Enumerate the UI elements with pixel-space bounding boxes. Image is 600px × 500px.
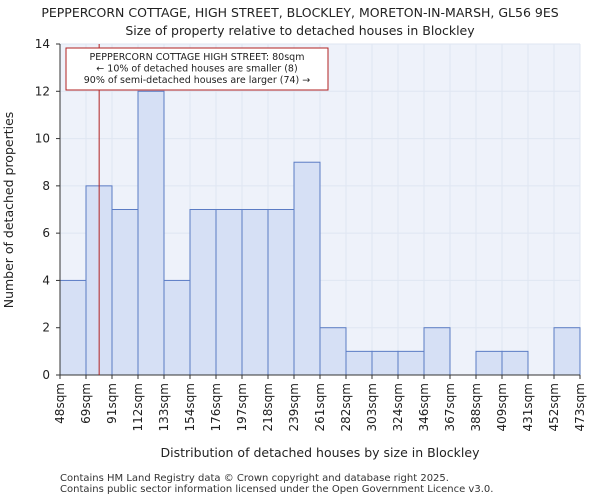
annotation-box (65, 47, 329, 91)
y-tick-label: 10 (35, 132, 50, 146)
bar (163, 279, 191, 376)
bar (111, 209, 139, 376)
bar (371, 350, 399, 376)
x-tick-label: 176sqm (209, 383, 223, 431)
bar (345, 350, 373, 376)
y-tick-label: 4 (42, 273, 50, 287)
y-tick-label: 8 (42, 179, 50, 193)
bar (241, 209, 269, 376)
y-axis-label: Number of detached properties (1, 112, 16, 309)
y-tick-label: 0 (42, 368, 50, 382)
bar (293, 161, 321, 376)
x-tick-label: 282sqm (339, 383, 353, 431)
x-tick-label: 112sqm (131, 383, 145, 431)
x-tick-label: 324sqm (391, 383, 405, 431)
x-axis-label: Distribution of detached houses by size … (161, 445, 481, 460)
y-tick-label: 12 (35, 84, 50, 98)
annotation-line: PEPPERCORN COTTAGE HIGH STREET: 80sqm (90, 52, 305, 63)
bar (319, 327, 347, 376)
bar (475, 350, 503, 376)
x-tick-label: 473sqm (573, 383, 587, 431)
bar (423, 327, 451, 376)
bar (59, 279, 87, 376)
bar (215, 209, 243, 376)
x-tick-label: 133sqm (157, 383, 171, 431)
y-tick-label: 2 (42, 321, 50, 335)
annotation-line: ← 10% of detached houses are smaller (8) (96, 64, 297, 75)
bar (397, 350, 425, 376)
bar (267, 209, 295, 376)
x-tick-label: 346sqm (417, 383, 431, 431)
annotation-line: 90% of semi-detached houses are larger (… (84, 75, 311, 86)
footer-line-1: Contains HM Land Registry data © Crown c… (60, 473, 449, 484)
x-tick-label: 388sqm (469, 383, 483, 431)
chart-subtitle: Size of property relative to detached ho… (125, 23, 475, 38)
x-tick-label: 48sqm (53, 383, 67, 424)
x-tick-label: 154sqm (183, 383, 197, 431)
x-tick-label: 239sqm (287, 383, 301, 431)
y-tick-label: 6 (42, 226, 50, 240)
x-tick-label: 218sqm (261, 383, 275, 431)
footer-line-2: Contains public sector information licen… (60, 484, 494, 495)
x-tick-label: 409sqm (495, 383, 509, 431)
x-tick-label: 367sqm (443, 383, 457, 431)
x-tick-label: 452sqm (547, 383, 561, 431)
x-tick-label: 69sqm (79, 383, 93, 424)
y-tick-label: 14 (35, 37, 50, 51)
x-tick-label: 261sqm (313, 383, 327, 431)
chart-title: PEPPERCORN COTTAGE, HIGH STREET, BLOCKLE… (41, 5, 558, 20)
x-tick-label: 91sqm (105, 383, 119, 424)
x-tick-label: 431sqm (521, 383, 535, 431)
bar (189, 209, 217, 376)
x-tick-label: 303sqm (365, 383, 379, 431)
plot-area: 0 2 4 6 8 10 12 14 48sqm 69sqm 91sqm 112sqm 133sqm 15… (35, 37, 587, 431)
x-tick-label: 197sqm (235, 383, 249, 431)
bar (501, 350, 529, 376)
bar (137, 90, 165, 376)
bar (553, 327, 581, 376)
